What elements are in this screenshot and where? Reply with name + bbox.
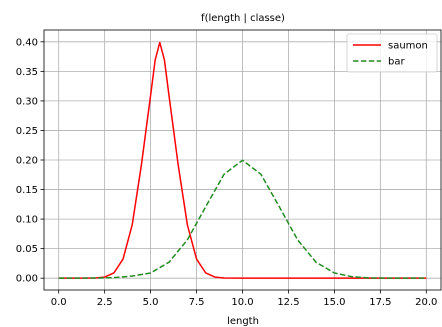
x-tick-label: 2.5 — [97, 297, 113, 308]
ticks: 0.0 2.5 5.0 7.5 10.0 12.5 15.0 17.5 20.0 0.00 0.05… — [16, 37, 438, 308]
legend-label: bar — [388, 57, 405, 68]
series-line-bar — [58, 159, 427, 279]
x-tick-label: 15.0 — [323, 297, 345, 308]
chart-title: f(length | classe) — [201, 13, 285, 24]
y-tick-label: 0.10 — [16, 215, 38, 226]
series-layer — [58, 41, 427, 279]
y-tick-label: 0.15 — [16, 185, 38, 196]
x-tick-label: 7.5 — [189, 297, 205, 308]
y-tick-label: 0.35 — [16, 67, 38, 78]
x-tick-label: 12.5 — [277, 297, 299, 308]
x-tick-label: 0.0 — [51, 297, 67, 308]
series-line-saumon — [58, 41, 427, 279]
y-tick-label: 0.40 — [16, 37, 38, 48]
x-axis-label: length — [227, 316, 259, 327]
x-tick-label: 5.0 — [143, 297, 159, 308]
x-tick-label: 17.5 — [369, 297, 391, 308]
y-tick-label: 0.20 — [16, 156, 38, 167]
legend-label: saumon — [388, 41, 428, 52]
y-tick-label: 0.00 — [16, 274, 38, 285]
y-tick-label: 0.25 — [16, 126, 38, 137]
legend-box — [346, 33, 438, 73]
x-tick-label: 10.0 — [231, 297, 253, 308]
x-tick-label: 20.0 — [415, 297, 437, 308]
legend: saumon bar — [346, 33, 438, 73]
y-tick-label: 0.05 — [16, 244, 38, 255]
y-tick-label: 0.30 — [16, 96, 38, 107]
